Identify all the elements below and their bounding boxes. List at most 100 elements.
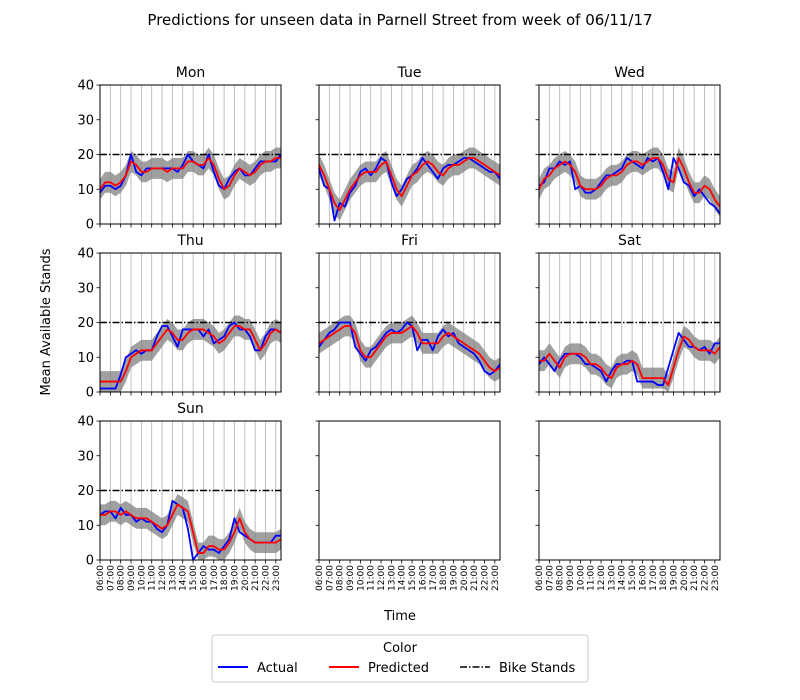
x-tick-label: 22:00 xyxy=(261,565,271,591)
x-tick-label: 06:00 xyxy=(535,565,545,591)
x-tick-label: 09:00 xyxy=(566,565,576,591)
y-tick-label: 30 xyxy=(77,449,94,464)
x-tick-label: 10:00 xyxy=(137,565,147,591)
x-tick-label: 18:00 xyxy=(220,565,230,591)
x-tick-label: 09:00 xyxy=(346,565,356,591)
y-tick-label: 40 xyxy=(77,79,94,94)
y-tick-label: 0 xyxy=(86,386,94,401)
x-tick-label: 12:00 xyxy=(597,565,607,591)
x-tick-label: 12:00 xyxy=(158,565,168,591)
x-tick-label: 18:00 xyxy=(439,565,449,591)
series-predicted xyxy=(318,325,501,373)
subplot-title: Wed xyxy=(614,65,645,81)
x-tick-label: 17:00 xyxy=(649,565,659,591)
prediction-band xyxy=(539,325,720,392)
axes-frame xyxy=(318,420,501,561)
subplot-grid: Mon 0 10 20 30 40 Tue Wed Thu 0 10 20 30 40 Fri Sat Sun 0… xyxy=(77,65,720,591)
x-tick-label: 18:00 xyxy=(659,565,669,591)
x-tick-label: 15:00 xyxy=(628,565,638,591)
axes-frame xyxy=(538,420,721,561)
subplot-title: Sat xyxy=(618,233,641,249)
x-tick-label: 06:00 xyxy=(315,565,325,591)
x-tick-label: 13:00 xyxy=(607,565,617,591)
x-tick-label: 15:00 xyxy=(189,565,199,591)
series-predicted xyxy=(538,157,721,208)
prediction-band xyxy=(539,147,720,218)
y-tick-label: 30 xyxy=(77,113,94,128)
x-tick-label: 16:00 xyxy=(638,565,648,591)
x-tick-label: 07:00 xyxy=(325,565,335,591)
subplot-empty-8: 06:00 07:00 08:00 09:00 10:00 11:00 12:00 13:00… xyxy=(535,420,721,591)
x-tick-label: 14:00 xyxy=(179,565,189,591)
legend-title: Color xyxy=(383,641,418,656)
series-actual xyxy=(100,321,282,390)
plot-area xyxy=(319,421,500,560)
subplot-tue: Tue xyxy=(315,65,501,228)
x-tick-label: 07:00 xyxy=(106,565,116,591)
series-predicted xyxy=(318,157,501,212)
x-tick-label: 13:00 xyxy=(387,565,397,591)
x-tick-label: 21:00 xyxy=(470,565,480,591)
axes-frame xyxy=(99,252,282,393)
series-predicted xyxy=(99,157,281,191)
x-tick-label: 08:00 xyxy=(556,565,566,591)
x-tick-label: 21:00 xyxy=(690,565,700,591)
x-tick-label: 16:00 xyxy=(418,565,428,591)
x-tick-label: 15:00 xyxy=(408,565,418,591)
x-tick-label: 12:00 xyxy=(377,565,387,591)
plot-area xyxy=(539,421,720,560)
series-predicted xyxy=(539,335,721,386)
x-tick-label: 22:00 xyxy=(700,565,710,591)
axes-frame xyxy=(99,420,282,561)
x-tick-label: 17:00 xyxy=(429,565,439,591)
series-actual xyxy=(538,157,721,215)
y-tick-label: 10 xyxy=(77,519,94,534)
y-tick-label: 10 xyxy=(77,183,94,198)
x-tick-label: 06:00 xyxy=(96,565,106,591)
x-tick-label: 19:00 xyxy=(230,565,240,591)
x-tick-label: 08:00 xyxy=(336,565,346,591)
subplot-title: Mon xyxy=(176,65,206,81)
x-tick-label: 23:00 xyxy=(272,565,282,591)
y-tick-label: 10 xyxy=(77,351,94,366)
y-tick-label: 40 xyxy=(77,247,94,262)
legend: Color Actual Predicted Bike Stands xyxy=(211,634,589,683)
x-tick-label: 11:00 xyxy=(367,565,377,591)
subplot-wed: Wed xyxy=(535,65,721,228)
legend-label-bike-stands: Bike Stands xyxy=(499,661,576,676)
y-tick-label: 0 xyxy=(86,554,94,569)
subplot-empty-7: 06:00 07:00 08:00 09:00 10:00 11:00 12:00 13:00… xyxy=(315,420,501,591)
subplot-sat: Sat xyxy=(535,233,721,396)
x-axis-label: Time xyxy=(383,609,416,624)
axes-frame xyxy=(318,252,501,393)
y-tick-label: 0 xyxy=(86,218,94,233)
x-tick-label: 19:00 xyxy=(449,565,459,591)
legend-frame xyxy=(211,634,589,683)
axes-frame xyxy=(99,84,282,225)
y-axis-label: Mean Available Stands xyxy=(39,248,54,395)
prediction-band xyxy=(100,315,281,392)
subplot-title: Sun xyxy=(177,401,204,417)
x-tick-label: 10:00 xyxy=(576,565,586,591)
axes-frame xyxy=(538,84,721,225)
axes-frame xyxy=(538,252,721,393)
subplot-mon: Mon 0 10 20 30 40 xyxy=(77,65,282,233)
x-tick-label: 11:00 xyxy=(148,565,158,591)
x-tick-label: 20:00 xyxy=(460,565,470,591)
series-predicted xyxy=(100,325,282,383)
x-tick-label: 17:00 xyxy=(210,565,220,591)
x-tick-label: 16:00 xyxy=(199,565,209,591)
x-tick-label: 19:00 xyxy=(669,565,679,591)
x-tick-label: 20:00 xyxy=(680,565,690,591)
x-tick-label: 20:00 xyxy=(241,565,251,591)
y-tick-label: 20 xyxy=(77,484,94,499)
x-tick-label: 23:00 xyxy=(491,565,501,591)
x-tick-label: 23:00 xyxy=(711,565,721,591)
x-tick-label: 08:00 xyxy=(117,565,127,591)
subplot-title: Thu xyxy=(176,233,203,249)
subplot-thu: Thu 0 10 20 30 40 xyxy=(77,233,282,401)
legend-label-predicted: Predicted xyxy=(368,661,429,676)
legend-label-actual: Actual xyxy=(257,661,298,676)
series-predicted xyxy=(100,503,282,554)
